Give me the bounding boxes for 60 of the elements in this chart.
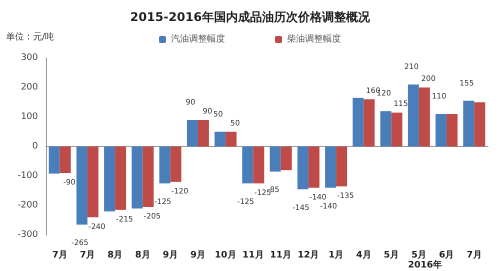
bar (226, 132, 237, 146)
bar (198, 120, 209, 146)
x-tick-label: 1月 (328, 250, 344, 260)
bar (308, 146, 320, 188)
y-tick-label: -100 (18, 171, 38, 181)
bar (408, 84, 419, 146)
x-tick-label: 7月 (80, 250, 96, 260)
legend-label: 汽油调整幅度 (171, 34, 225, 44)
bar (76, 146, 88, 225)
chart-title: 2015-2016年国内成品油历次价格调整概况 (130, 10, 371, 24)
bar (270, 146, 281, 172)
x-tick-label: 8月 (107, 250, 123, 260)
x-tick-label: 4月 (356, 250, 372, 260)
bar (253, 146, 264, 184)
y-tick-label: 300 (20, 53, 38, 63)
bar (280, 146, 292, 170)
bar (214, 132, 226, 146)
bar (159, 146, 170, 184)
y-axis-title: 单位：元/吨 (6, 32, 54, 42)
x-tick-label: 5月 (411, 250, 427, 260)
bar (48, 146, 60, 174)
x-tick-label: 10月 (214, 250, 236, 260)
bar (364, 99, 375, 146)
x-tick-label: 11月 (242, 250, 264, 260)
y-tick-label: 100 (20, 112, 38, 122)
x-tick-label: 9月 (190, 250, 206, 260)
bar (60, 146, 71, 174)
bar (186, 120, 198, 146)
x-tick-label: 5月 (384, 250, 399, 260)
bar (463, 100, 474, 146)
y-tick-label: -200 (18, 200, 38, 210)
bar (446, 114, 458, 146)
x-tick-label: 7月 (466, 250, 482, 260)
bar (336, 146, 348, 186)
y-tick-label: -300 (18, 230, 38, 240)
bar (474, 102, 486, 146)
x-tick-label: 12月 (298, 250, 320, 260)
bar (418, 88, 430, 146)
bar (104, 146, 116, 212)
x-tick-label: 7月 (52, 250, 68, 260)
bar (391, 112, 402, 146)
bar (87, 146, 98, 218)
x-tick-label: 8月 (135, 250, 150, 260)
y-tick-label: 200 (20, 82, 38, 92)
bar (115, 146, 126, 210)
bar (142, 146, 154, 207)
x-tick-label: 9月 (162, 250, 178, 260)
bar (242, 146, 254, 184)
bar (352, 98, 364, 146)
bar (170, 146, 182, 182)
text: 2016年 (408, 260, 442, 270)
bar (325, 146, 336, 188)
bar (132, 146, 143, 208)
bar (436, 114, 447, 146)
x-tick-label: 11月 (270, 250, 292, 260)
x-tick-label: 6月 (438, 250, 454, 260)
y-tick-label: 0 (32, 142, 38, 152)
bar (297, 146, 308, 190)
legend-label: 柴油调整幅度 (287, 34, 341, 44)
bar (380, 111, 392, 146)
